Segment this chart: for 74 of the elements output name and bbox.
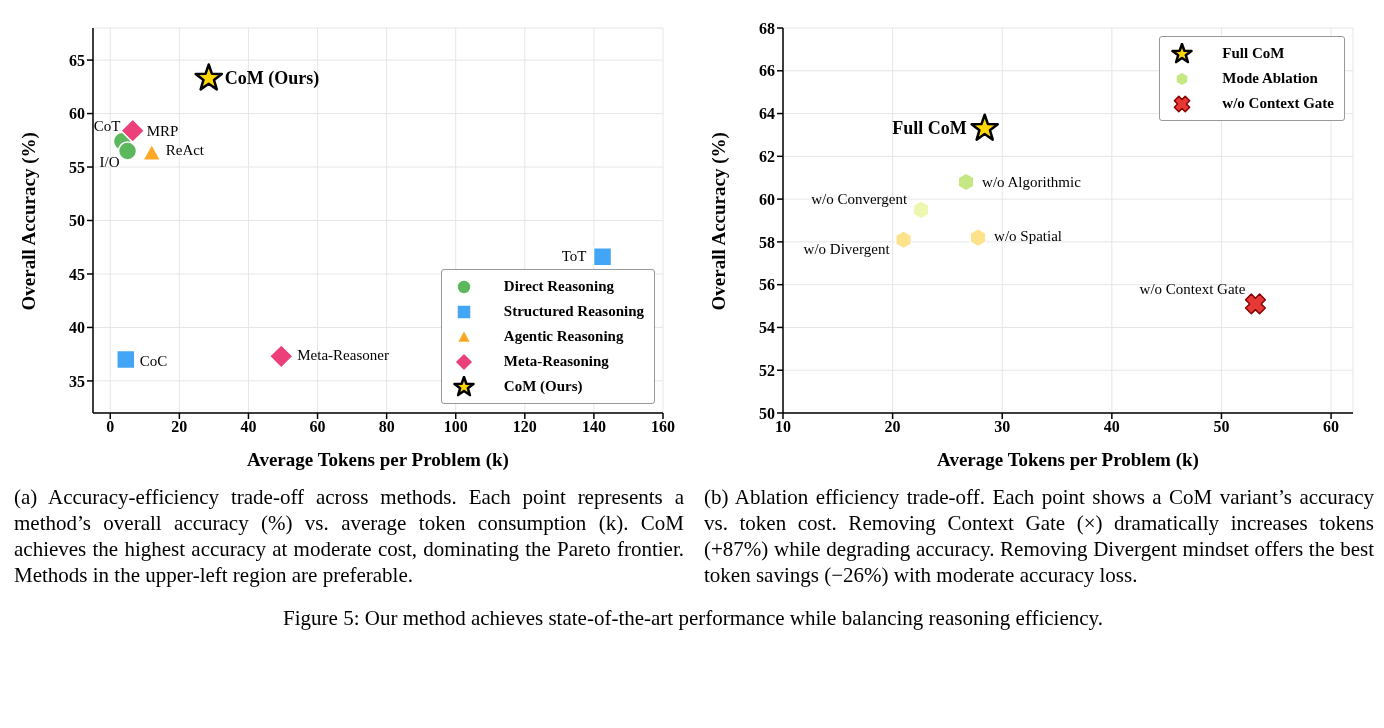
annotation: w/o Spatial: [994, 227, 1063, 244]
y-tick-label: 40: [69, 319, 85, 337]
caption: Figure 5: Our method achieves state-of-the-art performance while balancing reasoning efficiency.: [282, 606, 1104, 631]
annotation: CoC: [139, 352, 168, 369]
legend-label: Direct Reasoning: [503, 278, 614, 295]
annotation: ToT: [561, 247, 587, 264]
point: [970, 113, 1000, 141]
legend-label: w/o Context Gate: [1222, 95, 1334, 112]
annotation: w/o Convergent: [811, 190, 908, 207]
y-tick-label: 68: [759, 19, 775, 37]
y-tick-label: 60: [69, 105, 85, 123]
point: [1244, 293, 1267, 315]
y-tick-label: 60: [759, 190, 775, 208]
y-axis-title: Overall Accuracy (%): [17, 132, 40, 311]
y-tick-label: 35: [69, 372, 85, 390]
y-tick-label: 54: [759, 319, 775, 337]
point: [895, 230, 913, 250]
x-tick-label: 50: [1213, 418, 1230, 436]
text: (b) Ablation efficiency trade-off. Each point shows a CoM variant’s accuracy vs. token cost. Removing Context Gate (×) dramatically increases tokens (+87%) while degrading accuracy. Removing Divergent mindset offers the best token savings (−26%) with moderate accuracy loss.: [703, 484, 1375, 588]
x-tick-label: 120: [512, 418, 537, 436]
x-tick-label: 60: [1323, 418, 1340, 436]
point: [116, 349, 136, 370]
y-tick-label: 45: [69, 265, 85, 283]
y-tick-label: 65: [69, 51, 85, 69]
x-tick-label: 80: [378, 418, 395, 436]
y-tick-label: 50: [759, 404, 775, 422]
annotation: I/O: [99, 153, 120, 170]
x-axis-title: Average Tokens per Problem (k): [247, 449, 509, 471]
x-tick-label: 0: [106, 418, 115, 436]
point: [120, 118, 146, 144]
annotation: CoT: [93, 118, 121, 135]
text: (a) Accuracy-efficiency trade-off across methods. Each point represents a method’s overall accuracy (%) vs. average token consumption (k). CoM achieves the highest accuracy at moderate cost, dominating the Pareto frontier. Methods in the upper-left region are preferable.: [13, 484, 685, 588]
point: [117, 141, 138, 161]
annotation: w/o Context Gate: [1139, 280, 1246, 297]
legend-label: CoM (Ours): [503, 378, 583, 395]
x-tick-label: 160: [651, 418, 675, 436]
point: [141, 143, 162, 162]
y-tick-label: 56: [759, 276, 775, 294]
x-tick-label: 40: [240, 418, 257, 436]
annotation: Full CoM: [892, 117, 967, 138]
point: [957, 172, 975, 192]
legend-label: Mode Ablation: [1222, 70, 1318, 87]
y-tick-label: 50: [69, 212, 85, 230]
y-tick-label: 66: [759, 62, 775, 80]
x-tick-label: 140: [581, 418, 606, 436]
x-tick-label: 30: [994, 418, 1011, 436]
y-tick-label: 62: [759, 148, 775, 166]
x-tick-label: 40: [1103, 418, 1120, 436]
legend-label: Full CoM: [1222, 45, 1285, 62]
point: [194, 63, 224, 91]
legend-label: Agentic Reasoning: [503, 328, 624, 345]
x-axis-title: Average Tokens per Problem (k): [937, 449, 1199, 471]
legend-label: Meta-Reasoning: [503, 353, 609, 370]
annotation: w/o Divergent: [803, 240, 891, 257]
x-tick-label: 100: [443, 418, 468, 436]
x-tick-label: 20: [884, 418, 901, 436]
y-tick-label: 64: [759, 105, 775, 123]
annotation: Meta-Reasoner: [297, 347, 389, 364]
annotation: ReAct: [165, 142, 205, 159]
y-tick-label: 55: [69, 158, 85, 176]
x-tick-label: 20: [171, 418, 188, 436]
annotation: MRP: [146, 122, 179, 139]
y-axis-title: Overall Accuracy (%): [707, 132, 730, 311]
annotation: CoM (Ours): [224, 68, 320, 90]
legend-label: Structured Reasoning: [503, 303, 644, 320]
point: [268, 343, 294, 369]
point: [592, 247, 613, 267]
x-tick-label: 10: [775, 418, 791, 436]
annotation: w/o Algorithmic: [982, 174, 1082, 190]
y-tick-label: 52: [759, 361, 775, 379]
point: [912, 200, 930, 220]
y-tick-label: 58: [759, 233, 775, 251]
point: [969, 227, 987, 248]
x-tick-label: 60: [309, 418, 326, 436]
